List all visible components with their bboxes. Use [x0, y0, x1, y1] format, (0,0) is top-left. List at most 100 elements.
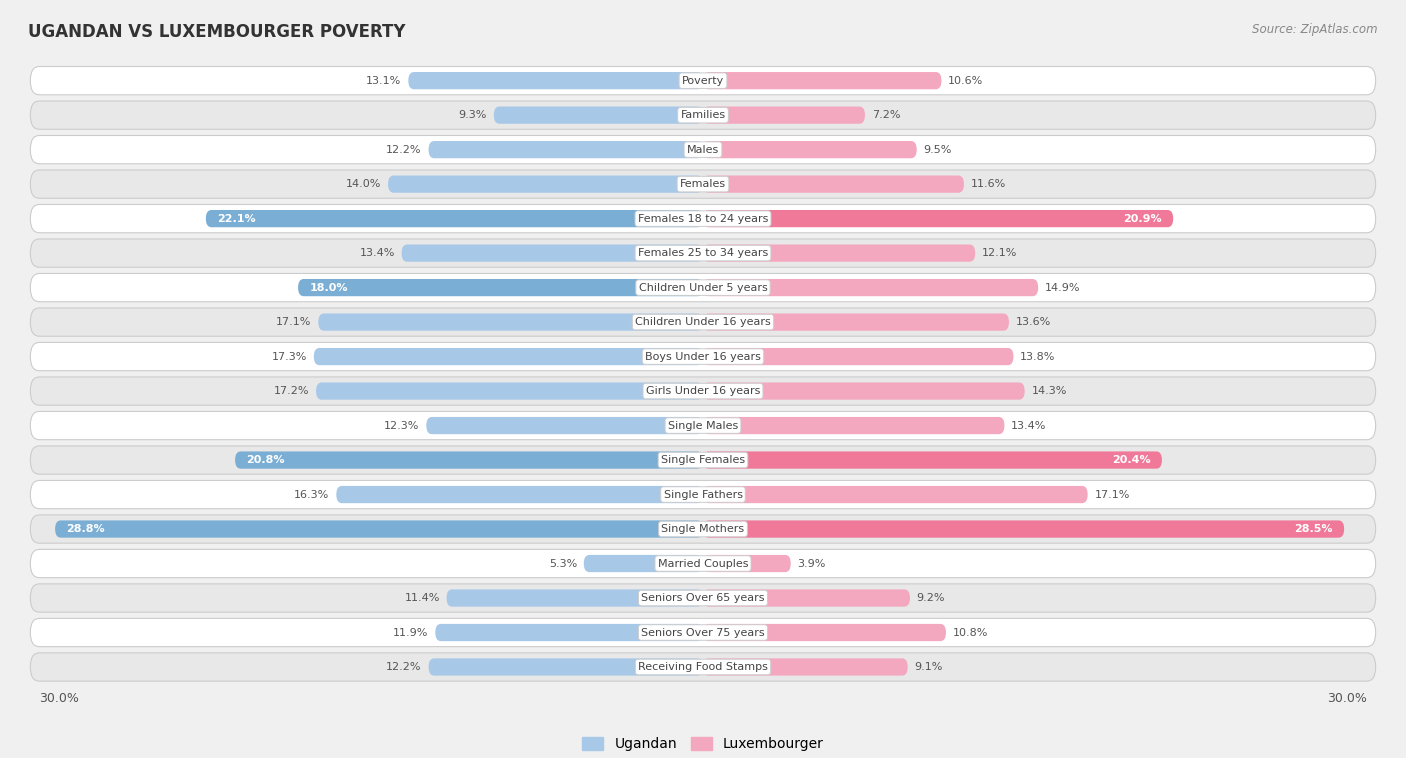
Text: Girls Under 16 years: Girls Under 16 years [645, 386, 761, 396]
Text: Single Mothers: Single Mothers [661, 524, 745, 534]
FancyBboxPatch shape [447, 590, 703, 606]
Text: 13.8%: 13.8% [1021, 352, 1056, 362]
Text: UGANDAN VS LUXEMBOURGER POVERTY: UGANDAN VS LUXEMBOURGER POVERTY [28, 23, 405, 41]
FancyBboxPatch shape [703, 486, 1088, 503]
Text: 11.6%: 11.6% [970, 179, 1005, 190]
FancyBboxPatch shape [703, 521, 1344, 537]
FancyBboxPatch shape [703, 452, 1161, 468]
FancyBboxPatch shape [583, 555, 703, 572]
Text: 14.9%: 14.9% [1045, 283, 1080, 293]
FancyBboxPatch shape [31, 205, 1375, 233]
Text: 17.3%: 17.3% [271, 352, 307, 362]
Text: Boys Under 16 years: Boys Under 16 years [645, 352, 761, 362]
Text: 13.4%: 13.4% [1011, 421, 1046, 431]
Text: 11.4%: 11.4% [405, 593, 440, 603]
FancyBboxPatch shape [31, 343, 1375, 371]
FancyBboxPatch shape [314, 348, 703, 365]
FancyBboxPatch shape [31, 446, 1375, 475]
FancyBboxPatch shape [318, 314, 703, 330]
Text: 20.9%: 20.9% [1123, 214, 1161, 224]
Text: Children Under 5 years: Children Under 5 years [638, 283, 768, 293]
Text: 10.8%: 10.8% [953, 628, 988, 637]
Text: Single Males: Single Males [668, 421, 738, 431]
FancyBboxPatch shape [31, 136, 1375, 164]
Text: Children Under 16 years: Children Under 16 years [636, 317, 770, 327]
FancyBboxPatch shape [703, 348, 1014, 365]
Text: Source: ZipAtlas.com: Source: ZipAtlas.com [1253, 23, 1378, 36]
FancyBboxPatch shape [55, 521, 703, 537]
FancyBboxPatch shape [31, 481, 1375, 509]
FancyBboxPatch shape [703, 417, 1004, 434]
Text: 16.3%: 16.3% [294, 490, 329, 500]
FancyBboxPatch shape [31, 308, 1375, 337]
Text: 13.1%: 13.1% [367, 76, 402, 86]
Text: 30.0%: 30.0% [1327, 691, 1367, 704]
Text: 17.1%: 17.1% [276, 317, 312, 327]
FancyBboxPatch shape [494, 107, 703, 124]
FancyBboxPatch shape [429, 141, 703, 158]
Text: Single Females: Single Females [661, 455, 745, 465]
FancyBboxPatch shape [31, 584, 1375, 612]
FancyBboxPatch shape [205, 210, 703, 227]
FancyBboxPatch shape [235, 452, 703, 468]
FancyBboxPatch shape [316, 383, 703, 399]
FancyBboxPatch shape [436, 624, 703, 641]
FancyBboxPatch shape [31, 101, 1375, 130]
Text: Poverty: Poverty [682, 76, 724, 86]
FancyBboxPatch shape [429, 659, 703, 675]
Text: 12.2%: 12.2% [387, 145, 422, 155]
FancyBboxPatch shape [31, 274, 1375, 302]
FancyBboxPatch shape [388, 176, 703, 193]
FancyBboxPatch shape [31, 412, 1375, 440]
Text: 12.3%: 12.3% [384, 421, 419, 431]
Text: 28.8%: 28.8% [66, 524, 105, 534]
FancyBboxPatch shape [703, 624, 946, 641]
FancyBboxPatch shape [703, 72, 942, 89]
Text: 12.1%: 12.1% [981, 248, 1018, 258]
FancyBboxPatch shape [402, 245, 703, 262]
FancyBboxPatch shape [298, 279, 703, 296]
Text: 10.6%: 10.6% [948, 76, 983, 86]
Text: 13.6%: 13.6% [1015, 317, 1050, 327]
Text: 9.1%: 9.1% [914, 662, 943, 672]
FancyBboxPatch shape [336, 486, 703, 503]
FancyBboxPatch shape [426, 417, 703, 434]
Text: 13.4%: 13.4% [360, 248, 395, 258]
FancyBboxPatch shape [31, 619, 1375, 647]
Text: 9.5%: 9.5% [924, 145, 952, 155]
FancyBboxPatch shape [703, 383, 1025, 399]
FancyBboxPatch shape [703, 245, 976, 262]
FancyBboxPatch shape [703, 107, 865, 124]
Text: 14.3%: 14.3% [1032, 386, 1067, 396]
FancyBboxPatch shape [703, 659, 908, 675]
FancyBboxPatch shape [703, 314, 1010, 330]
Legend: Ugandan, Luxembourger: Ugandan, Luxembourger [576, 731, 830, 756]
Text: 30.0%: 30.0% [39, 691, 79, 704]
FancyBboxPatch shape [703, 590, 910, 606]
Text: 28.5%: 28.5% [1295, 524, 1333, 534]
Text: Seniors Over 65 years: Seniors Over 65 years [641, 593, 765, 603]
FancyBboxPatch shape [31, 653, 1375, 681]
FancyBboxPatch shape [31, 515, 1375, 543]
Text: 9.3%: 9.3% [458, 110, 486, 121]
FancyBboxPatch shape [703, 555, 790, 572]
Text: 17.2%: 17.2% [274, 386, 309, 396]
FancyBboxPatch shape [703, 279, 1038, 296]
FancyBboxPatch shape [31, 239, 1375, 268]
Text: 11.9%: 11.9% [394, 628, 429, 637]
Text: Receiving Food Stamps: Receiving Food Stamps [638, 662, 768, 672]
FancyBboxPatch shape [703, 141, 917, 158]
Text: 18.0%: 18.0% [309, 283, 347, 293]
Text: 9.2%: 9.2% [917, 593, 945, 603]
Text: 14.0%: 14.0% [346, 179, 381, 190]
Text: Married Couples: Married Couples [658, 559, 748, 568]
Text: 20.8%: 20.8% [246, 455, 285, 465]
Text: 7.2%: 7.2% [872, 110, 900, 121]
Text: Seniors Over 75 years: Seniors Over 75 years [641, 628, 765, 637]
Text: 20.4%: 20.4% [1112, 455, 1150, 465]
Text: 12.2%: 12.2% [387, 662, 422, 672]
FancyBboxPatch shape [408, 72, 703, 89]
FancyBboxPatch shape [31, 377, 1375, 406]
FancyBboxPatch shape [703, 176, 965, 193]
FancyBboxPatch shape [31, 550, 1375, 578]
